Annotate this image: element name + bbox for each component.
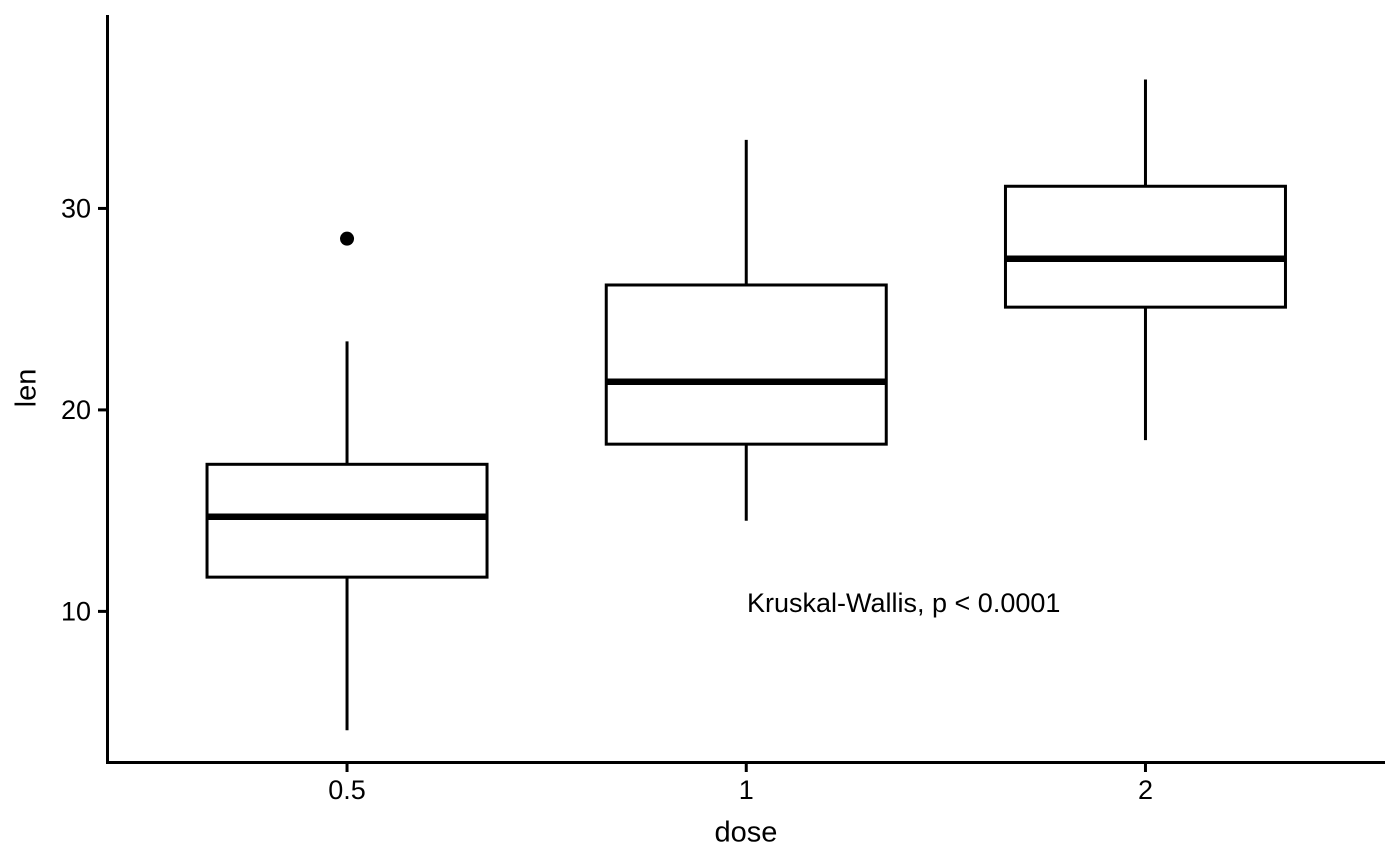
y-tick-label-10: 10: [61, 596, 91, 626]
outlier-point-dose-0.5: [340, 231, 355, 246]
kruskal-wallis-annotation: Kruskal-Wallis, p < 0.0001: [747, 588, 1061, 618]
y-tick-label-30: 30: [61, 193, 91, 223]
box-dose-2: [1003, 184, 1287, 309]
x-tick-label-2: 2: [1138, 775, 1153, 805]
x-axis-title: dose: [714, 816, 778, 849]
box-dose-1: [604, 283, 888, 446]
box-dose-0.5: [205, 462, 489, 579]
y-axis-title: len: [10, 368, 43, 408]
y-tick-label-20: 20: [61, 395, 91, 425]
x-tick-label-1: 1: [739, 775, 754, 805]
x-tick-label-0.5: 0.5: [328, 775, 366, 805]
